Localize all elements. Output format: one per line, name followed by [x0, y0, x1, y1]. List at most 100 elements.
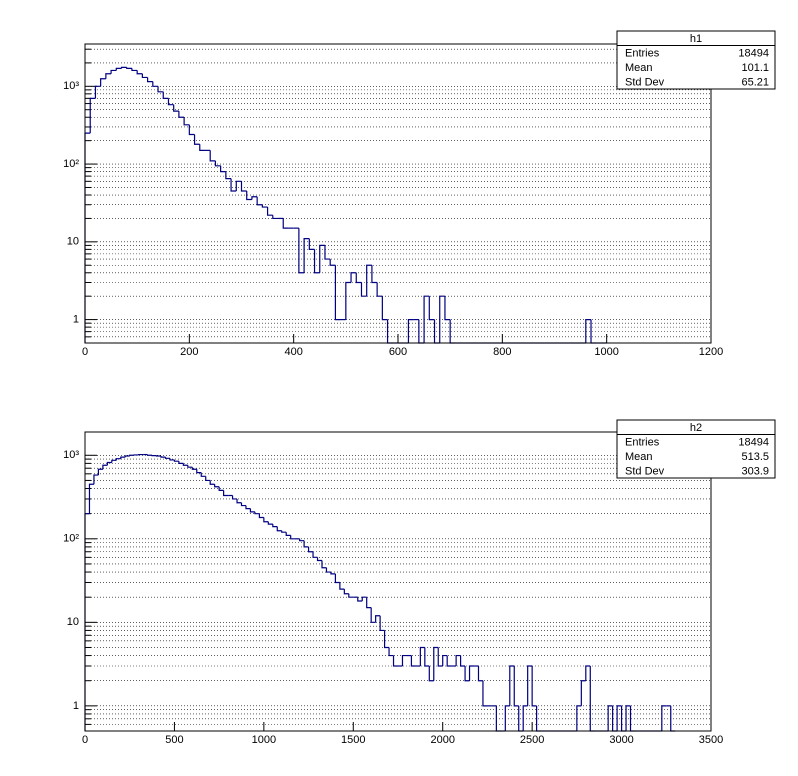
histogram-bin — [312, 551, 318, 558]
histogram-bin — [298, 228, 305, 274]
histogram-bin — [580, 680, 586, 706]
histogram-bin — [88, 483, 94, 514]
plot-border — [84, 431, 712, 732]
histogram-bin — [428, 296, 435, 321]
histogram-bin — [477, 666, 483, 682]
stats-label: Mean — [625, 62, 653, 74]
histogram-bin — [290, 535, 296, 540]
histogram-bin — [272, 215, 279, 220]
histogram-bin — [410, 655, 416, 667]
histogram-bin — [102, 464, 108, 470]
histogram-bin — [350, 272, 357, 283]
histogram-bin — [366, 264, 372, 297]
histogram-bin — [513, 666, 519, 707]
x-tick-label: 3000 — [609, 734, 633, 746]
histogram-bin — [240, 502, 246, 507]
histogram-bin — [261, 204, 268, 208]
stats-title: h2 — [690, 422, 702, 434]
histogram-bin — [428, 666, 434, 682]
histogram-bin — [329, 259, 336, 266]
histogram-bin — [209, 480, 215, 485]
histogram-bin — [464, 666, 470, 682]
histogram-bin — [334, 573, 340, 584]
histogram-bin — [383, 630, 390, 649]
histogram-bin — [263, 517, 269, 523]
y-tick-label: 10 — [67, 616, 79, 628]
histogram-bin — [345, 281, 352, 320]
histogram-bin — [258, 513, 264, 519]
histogram-bin — [199, 144, 205, 151]
histogram-bin — [334, 265, 341, 321]
histogram-bin — [303, 238, 310, 273]
x-tick-label: 800 — [493, 346, 511, 358]
histogram-bin — [299, 538, 305, 542]
stats-label: Entries — [625, 437, 660, 449]
histogram-bin — [616, 705, 622, 731]
histogram-bin — [282, 218, 289, 229]
x-tick-label: 2000 — [430, 734, 454, 746]
histogram-bin — [509, 665, 515, 706]
histogram-bin — [249, 508, 255, 513]
histogram-bin — [375, 615, 381, 623]
histogram-bin — [455, 654, 461, 667]
histogram-bin — [223, 490, 229, 497]
y-tick-label: 10³ — [63, 80, 79, 92]
histogram-bin — [169, 458, 175, 461]
histogram-bin — [220, 165, 226, 173]
stats-box — [616, 30, 776, 90]
histogram-bin — [433, 646, 439, 681]
histogram-bin — [205, 476, 211, 482]
histogram-bin — [370, 607, 376, 623]
histogram-bin — [97, 468, 103, 476]
x-tick-label: 2500 — [520, 734, 544, 746]
histogram-bin — [357, 597, 363, 602]
histogram-bin — [94, 85, 101, 99]
histogram-bin — [381, 296, 388, 321]
y-tick-label: 10 — [67, 236, 79, 248]
histogram-bin — [272, 524, 278, 528]
histogram-bin — [439, 295, 445, 343]
histogram-bin — [231, 495, 238, 500]
histogram-bin — [120, 456, 126, 459]
histogram-bin — [276, 526, 282, 532]
histogram-bin — [316, 557, 322, 562]
histogram-bin — [173, 104, 179, 112]
histogram-bin — [106, 461, 112, 466]
plot-frame — [85, 432, 711, 731]
histogram-bin — [136, 70, 143, 75]
histogram-bin — [178, 461, 184, 464]
stats-box — [616, 419, 776, 479]
y-tick-label: 10² — [63, 158, 79, 170]
histogram-bin — [178, 111, 185, 118]
histogram-bin — [285, 532, 291, 536]
histogram-bin — [527, 665, 533, 706]
histogram-bin — [321, 560, 327, 569]
histogram-bin — [100, 78, 106, 87]
histogram-bin — [607, 705, 613, 731]
histogram-bin — [401, 654, 407, 667]
x-tick-label: 0 — [82, 734, 88, 746]
histogram-bin — [319, 244, 325, 273]
x-tick-label: 500 — [165, 734, 183, 746]
histogram-bin — [585, 665, 591, 681]
histogram-bin — [162, 91, 169, 99]
histogram-bin — [124, 455, 130, 458]
histogram-bin — [254, 511, 260, 515]
histogram-bin — [126, 67, 132, 69]
stats-label: Mean — [625, 451, 653, 463]
histogram-bin — [147, 454, 153, 456]
histogram-bin — [585, 318, 592, 343]
histogram-bin — [188, 124, 195, 136]
histogram-bin — [460, 655, 466, 667]
histogram-bin — [313, 249, 320, 274]
histogram-bin — [214, 160, 221, 167]
histogram-bin — [230, 178, 237, 192]
x-tick-label: 3500 — [699, 734, 723, 746]
histogram-bin — [209, 150, 216, 162]
histogram-bin — [245, 505, 251, 510]
histogram-bin — [504, 705, 510, 731]
histogram-bin — [141, 73, 148, 79]
stats-value: 101.1 — [741, 62, 769, 74]
stats-value: 303.9 — [741, 466, 769, 478]
